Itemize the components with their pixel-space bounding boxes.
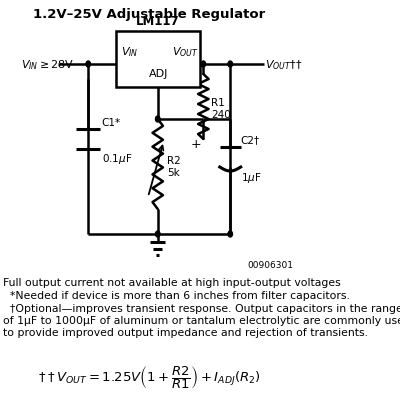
Circle shape: [228, 231, 232, 237]
Text: 1.2V–25V Adjustable Regulator: 1.2V–25V Adjustable Regulator: [33, 8, 266, 21]
Bar: [116, 32, 200, 88]
Circle shape: [228, 62, 232, 68]
Circle shape: [156, 117, 160, 123]
Circle shape: [86, 62, 90, 68]
Text: *Needed if device is more than 6 inches from filter capacitors.: *Needed if device is more than 6 inches …: [3, 290, 350, 300]
Text: $V_{IN}$: $V_{IN}$: [120, 45, 138, 59]
Text: $\dagger\dagger V_{OUT} = 1.25V\left(1 + \dfrac{R2}{R1}\right) + I_{ADJ}(R_2)$: $\dagger\dagger V_{OUT} = 1.25V\left(1 +…: [38, 364, 261, 391]
Text: to provide improved output impedance and rejection of transients.: to provide improved output impedance and…: [3, 327, 368, 337]
Text: $V_{OUT}$††: $V_{OUT}$††: [265, 58, 303, 72]
Text: 0.1$\mu$F: 0.1$\mu$F: [102, 152, 132, 166]
Text: of 1μF to 1000μF of aluminum or tantalum electrolytic are commonly used: of 1μF to 1000μF of aluminum or tantalum…: [3, 315, 400, 325]
Text: LM117: LM117: [136, 15, 180, 28]
Text: 00906301: 00906301: [248, 260, 294, 269]
Circle shape: [201, 62, 206, 68]
Text: C1*: C1*: [102, 118, 121, 128]
Text: $V_{OUT}$: $V_{OUT}$: [172, 45, 199, 59]
Circle shape: [156, 231, 160, 237]
Text: 1$\mu$F: 1$\mu$F: [241, 170, 261, 184]
Text: Full output current not available at high input-output voltages: Full output current not available at hig…: [3, 277, 341, 287]
Text: $V_{IN}$$\geq$28V: $V_{IN}$$\geq$28V: [21, 58, 74, 72]
Text: 240: 240: [211, 110, 230, 120]
Text: +: +: [190, 137, 201, 150]
Text: †Optional—improves transient response. Output capacitors in the range: †Optional—improves transient response. O…: [3, 303, 400, 313]
Text: R2: R2: [167, 156, 180, 166]
Text: C2†: C2†: [241, 135, 260, 145]
Text: ADJ: ADJ: [148, 69, 168, 79]
Text: R1: R1: [211, 98, 224, 108]
Text: 5k: 5k: [167, 168, 180, 178]
